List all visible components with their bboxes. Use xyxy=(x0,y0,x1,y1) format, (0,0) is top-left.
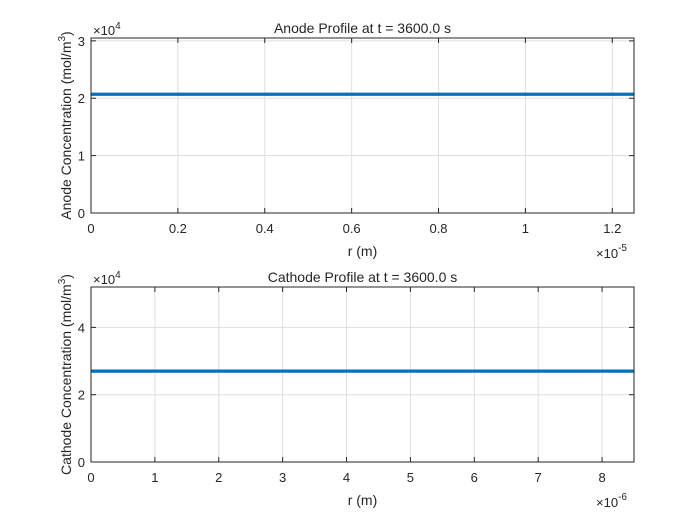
axes-box xyxy=(90,37,635,214)
plot-area xyxy=(91,287,634,462)
y-multiplier-exponent: 4 xyxy=(115,21,121,32)
anode-profile-plot: 0 0.2 0.4 0.6 0.8 1 1.2 0 1 2 3 Anode Profile at t … xyxy=(57,20,635,261)
y-tick-label: 0 xyxy=(78,455,85,470)
x-tick-label: 2 xyxy=(215,470,222,485)
x-axis-multiplier: ×10-6 xyxy=(596,492,627,510)
y-tick-label: 0 xyxy=(78,206,85,221)
x-tick-label: 6 xyxy=(471,470,478,485)
x-tick-label: 8 xyxy=(598,470,605,485)
cathode-profile-plot: 0 1 2 3 4 5 6 7 8 0 2 4 Cathode Profile at t = 3600.… xyxy=(57,269,635,510)
x-multiplier-base: ×10 xyxy=(596,495,618,510)
x-axis-label: r (m) xyxy=(348,492,378,508)
y-tick-label: 1 xyxy=(78,149,85,164)
y-multiplier-base: ×10 xyxy=(93,272,115,287)
y-axis-label-end: ) xyxy=(58,274,74,279)
x-axis-label: r (m) xyxy=(348,243,378,259)
x-tick-label: 0 xyxy=(87,470,94,485)
x-tick-label: 3 xyxy=(279,470,286,485)
x-tick-label: 1 xyxy=(151,470,158,485)
x-tick-label: 1.2 xyxy=(603,221,621,236)
y-axis-label-text: Anode Concentration (mol/m xyxy=(58,42,74,220)
plot-area xyxy=(91,38,634,213)
x-tick-label: 4 xyxy=(343,470,350,485)
y-axis-multiplier: ×104 xyxy=(93,270,121,287)
x-multiplier-exponent: -5 xyxy=(618,243,627,254)
y-tick-label: 4 xyxy=(78,320,85,335)
x-axis-multiplier: ×10-5 xyxy=(596,243,627,261)
x-tick-label: 7 xyxy=(535,470,542,485)
x-tick-label: 5 xyxy=(407,470,414,485)
y-axis-label: Cathode Concentration (mol/m3) xyxy=(57,274,74,475)
y-multiplier-base: ×10 xyxy=(93,23,115,38)
y-axis-label: Anode Concentration (mol/m3) xyxy=(57,31,74,219)
x-multiplier-base: ×10 xyxy=(596,246,618,261)
chart-title: Anode Profile at t = 3600.0 s xyxy=(274,20,451,36)
x-tick-label: 0.2 xyxy=(169,221,187,236)
x-tick-label: 1 xyxy=(522,221,529,236)
x-tick-label: 0.6 xyxy=(343,221,361,236)
chart-title: Cathode Profile at t = 3600.0 s xyxy=(268,269,458,285)
y-axis-label-superscript: 3 xyxy=(57,36,68,42)
y-tick-label: 2 xyxy=(78,388,85,403)
x-tick-label: 0 xyxy=(87,221,94,236)
y-tick-label: 2 xyxy=(78,91,85,106)
y-axis-label-end: ) xyxy=(58,31,74,36)
x-multiplier-exponent: -6 xyxy=(618,492,627,503)
x-tick-label: 0.8 xyxy=(429,221,447,236)
y-tick-label: 3 xyxy=(78,34,85,49)
y-multiplier-exponent: 4 xyxy=(115,270,121,281)
x-tick-label: 0.4 xyxy=(256,221,274,236)
y-axis-multiplier: ×104 xyxy=(93,21,121,38)
y-axis-label-superscript: 3 xyxy=(57,278,68,284)
y-axis-label-text: Cathode Concentration (mol/m xyxy=(58,284,74,475)
axes-box xyxy=(90,286,635,463)
